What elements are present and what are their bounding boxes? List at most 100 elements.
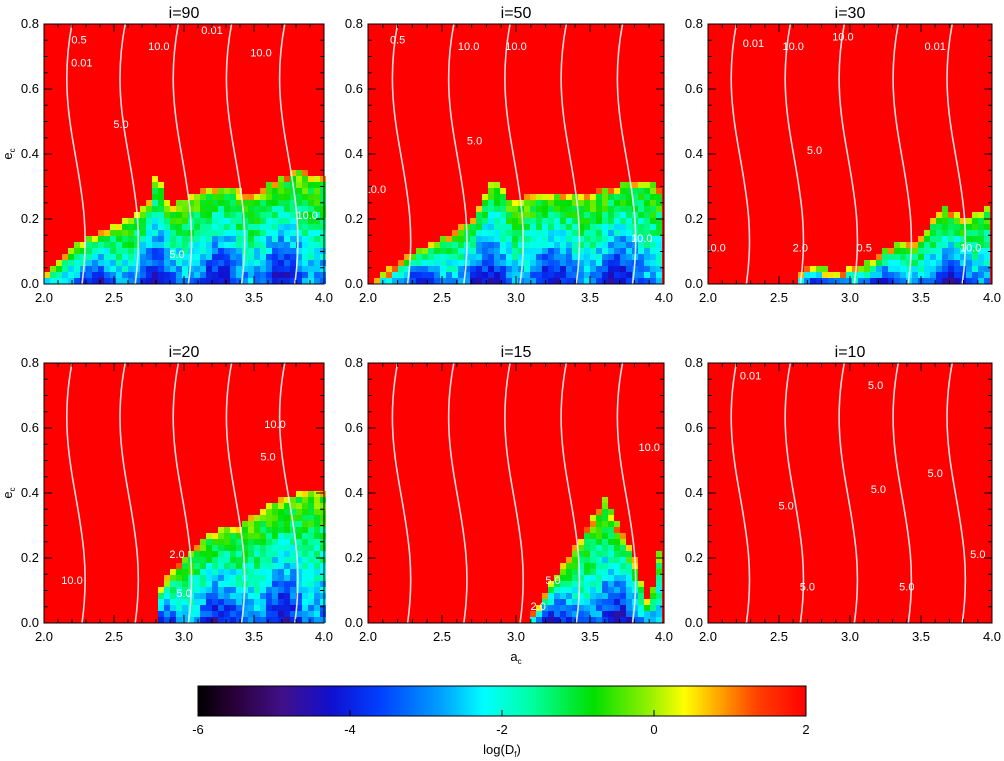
heatmap-cell	[632, 278, 638, 284]
heatmap-cell	[272, 587, 278, 593]
heatmap-cell	[86, 278, 92, 284]
heatmap-cell	[464, 278, 470, 284]
heatmap-cell	[614, 194, 620, 200]
heatmap-cell	[206, 581, 212, 587]
heatmap-cell	[608, 533, 614, 539]
heatmap-cell	[302, 212, 308, 218]
heatmap-cell	[230, 278, 236, 284]
heatmap-cell	[206, 599, 212, 605]
heatmap-cell	[578, 545, 584, 551]
heatmap-cell	[530, 212, 536, 218]
heatmap-cell	[482, 206, 488, 212]
heatmap-cell	[644, 254, 650, 260]
heatmap-cell	[242, 200, 248, 206]
heatmap-cell	[218, 224, 224, 230]
heatmap-cell	[650, 212, 656, 218]
heatmap-cell	[554, 581, 560, 587]
heatmap-cell	[260, 278, 266, 284]
heatmap-cell	[596, 617, 602, 623]
heatmap-cell	[882, 278, 888, 284]
heatmap-cell	[930, 266, 936, 272]
heatmap-cell	[518, 230, 524, 236]
heatmap-cell	[290, 515, 296, 521]
heatmap-cell	[170, 218, 176, 224]
heatmap-cell	[230, 539, 236, 545]
heatmap-cell	[242, 611, 248, 617]
heatmap-cell	[152, 230, 158, 236]
heatmap-cell	[978, 212, 984, 218]
heatmap-cell	[164, 605, 170, 611]
heatmap-cell	[254, 533, 260, 539]
heatmap-cell	[566, 194, 572, 200]
heatmap-cell	[284, 242, 290, 248]
heatmap-cell	[224, 611, 230, 617]
heatmap-cell	[98, 254, 104, 260]
heatmap-cell	[620, 533, 626, 539]
heatmap-cell	[590, 521, 596, 527]
heatmap-cell	[530, 248, 536, 254]
heatmap-cell	[128, 230, 134, 236]
heatmap-cell	[476, 272, 482, 278]
heatmap-cell	[470, 272, 476, 278]
heatmap-cell	[650, 266, 656, 272]
heatmap-cell	[206, 605, 212, 611]
heatmap-cell	[614, 587, 620, 593]
heatmap-cell	[584, 248, 590, 254]
heatmap-cell	[266, 224, 272, 230]
contour-line	[560, 362, 581, 624]
heatmap-cell	[608, 254, 614, 260]
heatmap-cell	[296, 260, 302, 266]
heatmap-cell	[278, 188, 284, 194]
heatmap-cell	[870, 266, 876, 272]
heatmap-cell	[476, 260, 482, 266]
heatmap-cell	[398, 266, 404, 272]
heatmap-cell	[272, 551, 278, 557]
heatmap-cell	[596, 515, 602, 521]
heatmap-cell	[554, 599, 560, 605]
heatmap-cell	[434, 248, 440, 254]
heatmap-cell	[248, 278, 254, 284]
heatmap-cell	[960, 218, 966, 224]
heatmap-cell	[236, 593, 242, 599]
heatmap-cell	[626, 230, 632, 236]
heatmap-cell	[536, 224, 542, 230]
heatmap-cell	[116, 230, 122, 236]
y-tick-label: 0.4	[345, 485, 363, 500]
heatmap-cell	[302, 581, 308, 587]
heatmap-cell	[212, 617, 218, 623]
x-tick-label: 3.0	[841, 290, 859, 305]
heatmap-cell	[560, 605, 566, 611]
heatmap-cell	[170, 230, 176, 236]
heatmap-cell	[260, 545, 266, 551]
heatmap-cell	[290, 266, 296, 272]
heatmap-cell	[284, 539, 290, 545]
y-tick-label: 0.2	[21, 550, 39, 565]
heatmap-cell	[170, 260, 176, 266]
heatmap-cell	[98, 266, 104, 272]
heatmap-cell	[560, 611, 566, 617]
heatmap-cell	[272, 569, 278, 575]
heatmap-cell	[566, 563, 572, 569]
heatmap-cell	[248, 545, 254, 551]
heatmap-cell	[626, 242, 632, 248]
heatmap-cell	[620, 272, 626, 278]
heatmap-cell	[176, 599, 182, 605]
heatmap-cell	[218, 593, 224, 599]
heatmap-cell	[440, 236, 446, 242]
panel-title: i=10	[835, 344, 866, 361]
heatmap-cell	[284, 599, 290, 605]
heatmap-cell	[314, 551, 320, 557]
heatmap-cell	[804, 272, 810, 278]
heatmap-cell	[92, 260, 98, 266]
heatmap-cell	[266, 230, 272, 236]
heatmap-cell	[266, 551, 272, 557]
heatmap-cell	[206, 254, 212, 260]
heatmap-cell	[536, 260, 542, 266]
heatmap-cell	[584, 260, 590, 266]
heatmap-cell	[918, 254, 924, 260]
heatmap-cell	[302, 260, 308, 266]
heatmap-cell	[416, 272, 422, 278]
heatmap-cell	[512, 260, 518, 266]
heatmap-cell	[494, 224, 500, 230]
heatmap-cell	[236, 599, 242, 605]
